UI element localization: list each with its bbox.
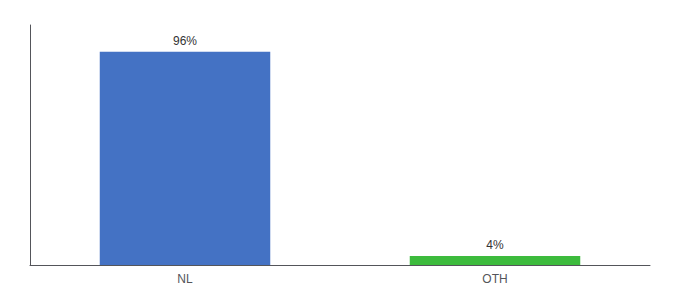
svg-text:NL: NL [177,272,193,286]
svg-text:OTH: OTH [482,272,507,286]
svg-text:96%: 96% [173,34,197,48]
svg-text:4%: 4% [486,238,504,252]
